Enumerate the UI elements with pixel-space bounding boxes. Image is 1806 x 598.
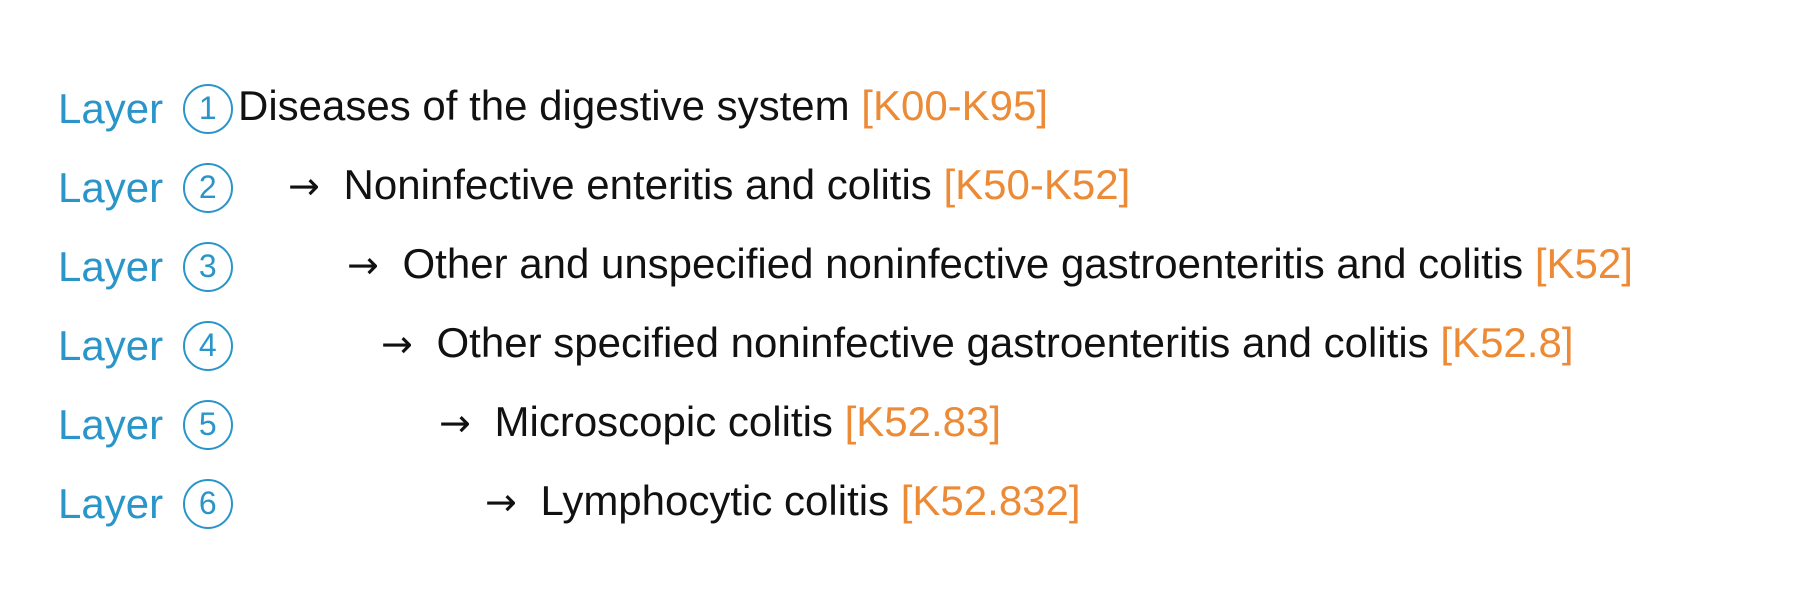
layer-label: Layer 6: [58, 471, 233, 531]
layer-label: Layer 2: [58, 155, 233, 215]
hierarchy-row-layer-2: Layer 2 → Noninfective enteritis and col…: [0, 155, 1806, 215]
right-arrow-icon: →: [439, 401, 471, 445]
hierarchy-entry: → Other and unspecified noninfective gas…: [347, 234, 1633, 294]
layer-number-badge: 4: [182, 320, 233, 371]
right-arrow-icon: →: [381, 322, 413, 366]
entry-label: Noninfective enteritis and colitis: [343, 161, 932, 208]
right-arrow-icon: →: [347, 243, 379, 287]
icd-code: [K00-K95]: [861, 82, 1049, 129]
layer-number-badge: 5: [182, 399, 233, 450]
entry-label: Lymphocytic colitis: [540, 477, 890, 524]
hierarchy-entry: → Microscopic colitis [K52.83]: [439, 392, 1001, 452]
hierarchy-entry: Diseases of the digestive system [K00-K9…: [238, 76, 1048, 136]
hierarchy-row-layer-4: Layer 4 → Other specified noninfective g…: [0, 313, 1806, 373]
layer-number-badge: 2: [182, 162, 233, 213]
icd-code: [K52.83]: [844, 398, 1002, 445]
layer-word: Layer: [58, 400, 164, 448]
hierarchy-row-layer-5: Layer 5 → Microscopic colitis [K52.83]: [0, 392, 1806, 452]
entry-label: Other specified noninfective gastroenter…: [436, 319, 1429, 366]
layer-label: Layer 1: [58, 76, 233, 136]
hierarchy-row-layer-6: Layer 6 → Lymphocytic colitis [K52.832]: [0, 471, 1806, 531]
right-arrow-icon: →: [485, 480, 517, 524]
layer-number-badge: 6: [182, 478, 233, 529]
layer-word: Layer: [58, 84, 164, 132]
layer-number-badge: 1: [182, 83, 233, 134]
icd-code: [K52.832]: [900, 477, 1081, 524]
layer-label: Layer 4: [58, 313, 233, 373]
layer-number-badge: 3: [182, 241, 233, 292]
entry-label: Diseases of the digestive system: [238, 82, 850, 129]
layer-word: Layer: [58, 242, 164, 290]
layer-word: Layer: [58, 163, 164, 211]
layer-word: Layer: [58, 479, 164, 527]
layer-label: Layer 5: [58, 392, 233, 452]
icd-code: [K52.8]: [1440, 319, 1574, 366]
hierarchy-entry: → Lymphocytic colitis [K52.832]: [485, 471, 1081, 531]
right-arrow-icon: →: [288, 164, 320, 208]
layer-label: Layer 3: [58, 234, 233, 294]
hierarchy-entry: → Other specified noninfective gastroent…: [381, 313, 1574, 373]
layer-word: Layer: [58, 321, 164, 369]
entry-label: Other and unspecified noninfective gastr…: [402, 240, 1524, 287]
hierarchy-entry: → Noninfective enteritis and colitis [K5…: [288, 155, 1130, 215]
icd-code: [K52]: [1534, 240, 1633, 287]
entry-label: Microscopic colitis: [494, 398, 833, 445]
hierarchy-row-layer-3: Layer 3 → Other and unspecified noninfec…: [0, 234, 1806, 294]
icd-code: [K50-K52]: [943, 161, 1131, 208]
hierarchy-row-layer-1: Layer 1 Diseases of the digestive system…: [0, 76, 1806, 136]
